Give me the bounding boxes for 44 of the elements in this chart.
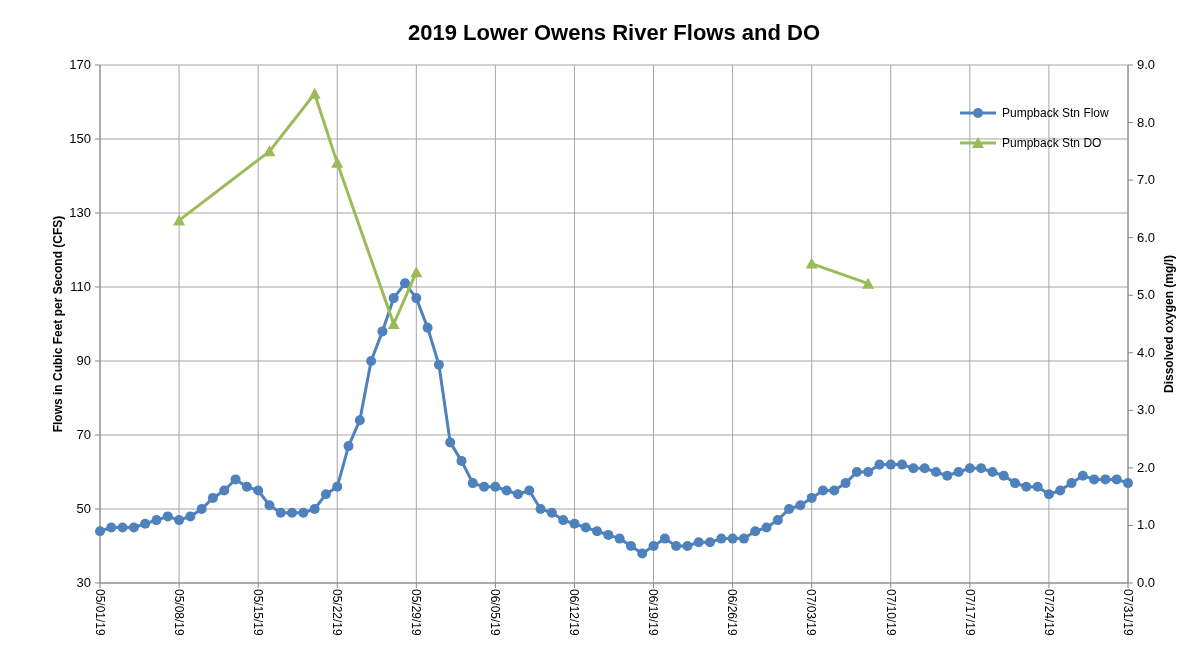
y2-tick-label: 4.0 — [1137, 344, 1156, 360]
chart-title: 2019 Lower Owens River Flows and DO — [407, 20, 821, 45]
x-tick-label: 06/19/19 — [646, 589, 661, 637]
point — [387, 318, 400, 329]
y-axis-title: Flows in Cubic Feet per Second (CFS) — [51, 215, 65, 433]
x-tick-label: 05/15/19 — [250, 589, 265, 637]
x-tick-label: 05/22/19 — [330, 589, 345, 637]
y2-tick-label: 1.0 — [1137, 517, 1156, 533]
y2-tick-label: 8.0 — [1137, 114, 1156, 130]
y-tick-label: 50 — [76, 501, 91, 516]
point — [410, 266, 423, 278]
y-tick-label: 170 — [69, 57, 91, 72]
y2-tick-label: 2.0 — [1137, 459, 1156, 475]
point — [173, 214, 186, 226]
y2-tick-label: 3.0 — [1137, 402, 1156, 418]
y2-tick-label: 0.0 — [1137, 575, 1156, 590]
y-tick-label: 130 — [69, 205, 91, 220]
x-tick-label: 05/01/19 — [92, 589, 107, 637]
x-tick-label: 06/05/19 — [488, 589, 503, 637]
y2-axis-title: Dissolved oxygen (mg/l) — [1162, 254, 1176, 394]
x-tick-label: 07/03/19 — [804, 589, 819, 637]
x-tick-label: 07/10/19 — [883, 589, 898, 637]
legend-label: Pumpback Stn DO — [1002, 136, 1102, 150]
y-tick-label: 150 — [69, 131, 91, 146]
y-tick-label: 70 — [76, 427, 91, 442]
y-tick-label: 90 — [76, 353, 91, 368]
point — [331, 156, 344, 168]
y-tick-label: 30 — [76, 575, 91, 590]
x-tick-label: 07/31/19 — [1120, 589, 1135, 637]
x-tick-label: 05/29/19 — [409, 589, 424, 637]
x-tick-label: 07/17/19 — [962, 589, 977, 637]
point — [308, 87, 321, 99]
x-tick-label: 05/08/19 — [171, 589, 186, 637]
y-tick-label: 110 — [70, 279, 91, 294]
x-tick-label: 07/24/19 — [1041, 589, 1056, 637]
y2-tick-label: 5.0 — [1137, 287, 1156, 303]
y2-tick-label: 6.0 — [1137, 229, 1156, 245]
y2-tick-label: 7.0 — [1137, 172, 1156, 188]
point — [862, 277, 875, 289]
point — [805, 257, 818, 269]
legend-label: Pumpback Stn Flow — [1002, 106, 1110, 120]
y2-tick-label: 9.0 — [1137, 57, 1156, 72]
x-tick-label: 06/12/19 — [567, 589, 582, 637]
x-tick-label: 06/26/19 — [725, 589, 740, 637]
